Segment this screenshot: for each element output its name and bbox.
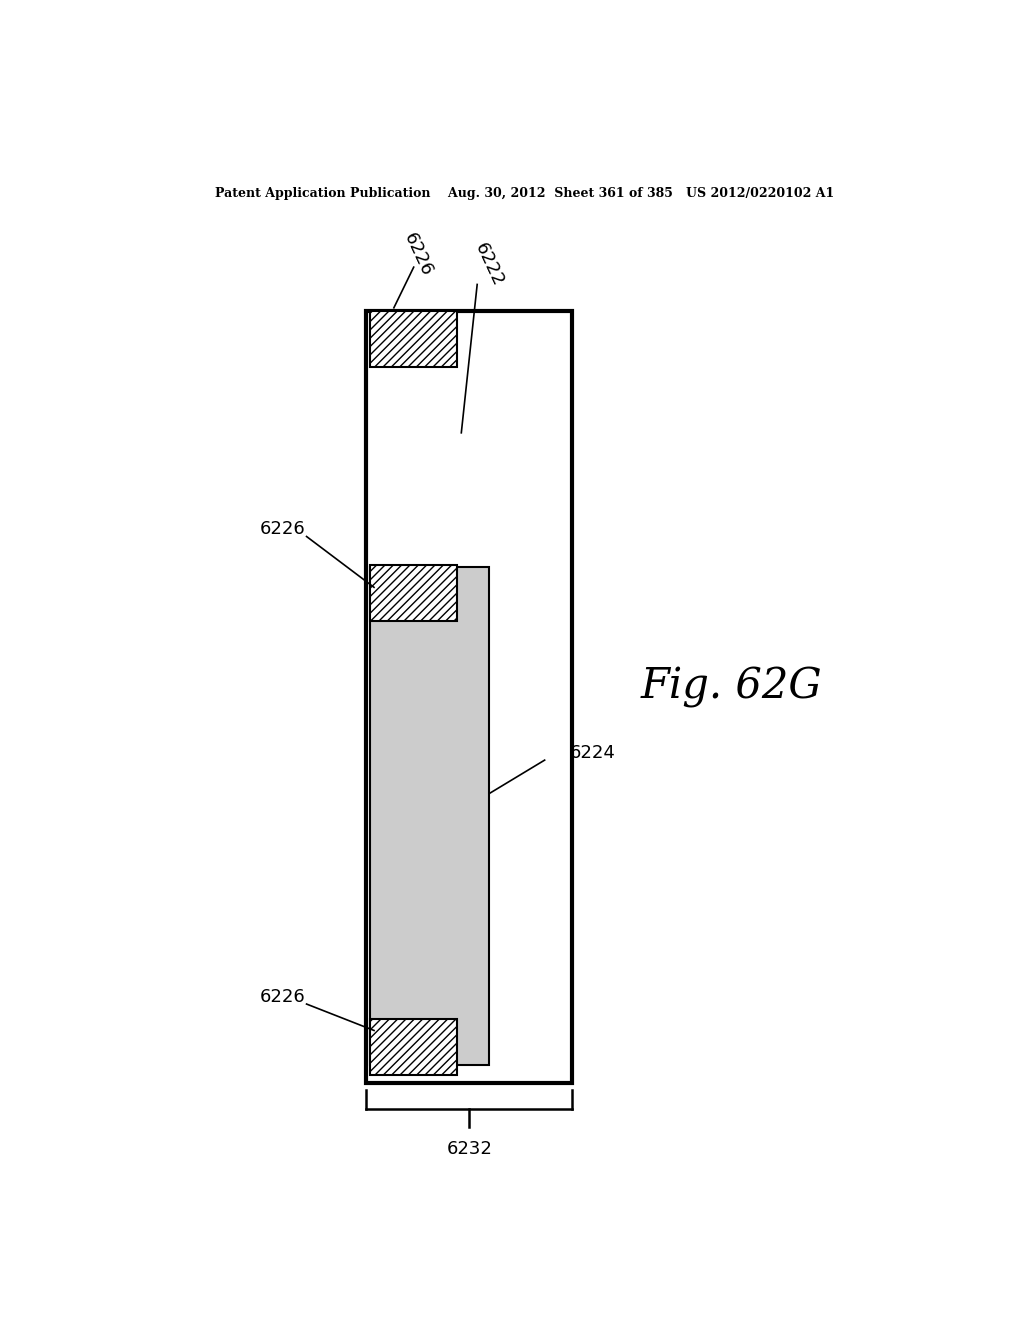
Text: 6226: 6226 — [260, 987, 305, 1006]
Text: Fig. 62G: Fig. 62G — [640, 665, 822, 708]
Bar — [367, 312, 572, 1084]
Text: 6226: 6226 — [399, 231, 435, 280]
Bar — [370, 312, 458, 367]
Bar — [370, 565, 458, 620]
Text: 6232: 6232 — [446, 1140, 493, 1159]
Text: 6226: 6226 — [260, 520, 305, 539]
Text: 6224: 6224 — [569, 744, 615, 762]
Bar — [370, 568, 489, 1065]
Text: 6222: 6222 — [471, 240, 507, 289]
Text: Patent Application Publication    Aug. 30, 2012  Sheet 361 of 385   US 2012/0220: Patent Application Publication Aug. 30, … — [215, 187, 835, 201]
Bar — [370, 1019, 458, 1076]
